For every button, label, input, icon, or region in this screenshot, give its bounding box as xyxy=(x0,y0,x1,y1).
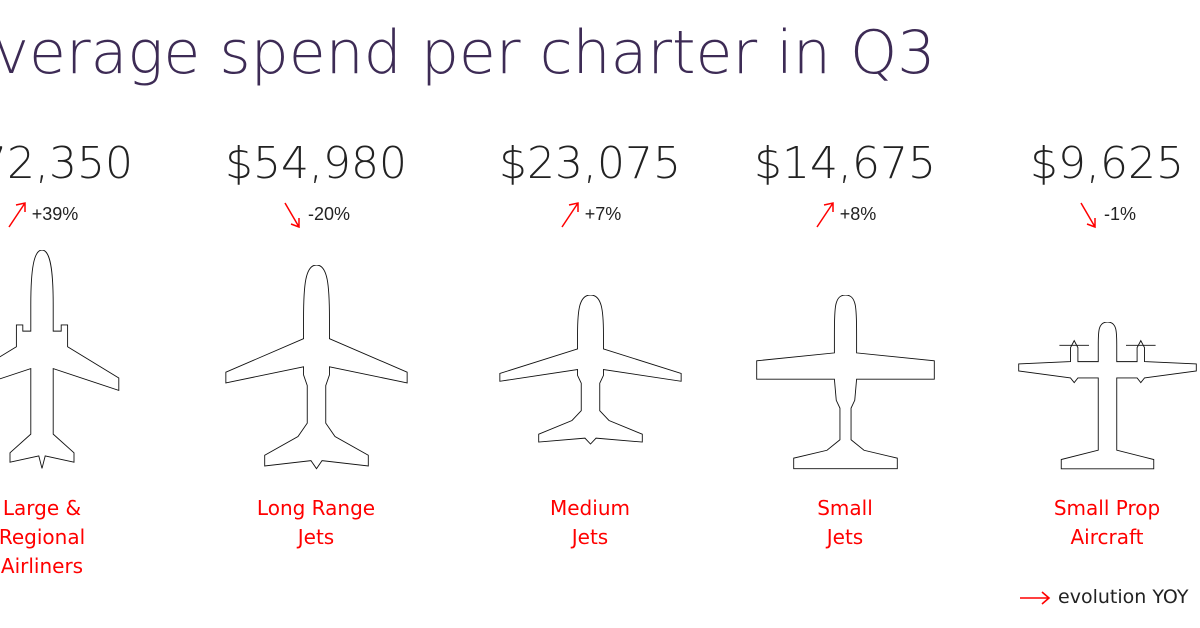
yoy-change-value: +39% xyxy=(31,203,79,224)
category-label-line: Medium xyxy=(550,496,630,520)
category-label: Long Range Jets xyxy=(186,494,446,552)
medium-jet-icon xyxy=(498,295,683,445)
category-label-line: Jets xyxy=(297,525,335,549)
arrow-down-right-icon xyxy=(284,202,300,229)
yoy-change: -1% xyxy=(977,200,1200,230)
airliner-icon xyxy=(0,250,122,470)
arrow-up-right-icon xyxy=(561,202,579,228)
legend: evolution YOY xyxy=(1018,586,1188,608)
long-range-jet-icon xyxy=(224,265,409,470)
category-column: $9,625 -1% Small Prop Aircraft xyxy=(977,0,1200,628)
category-label-line: Regional xyxy=(0,525,86,549)
average-spend-value: $9,625 xyxy=(1030,138,1184,189)
category-label-line: Aircraft xyxy=(1070,525,1144,549)
average-spend-value: $14,675 xyxy=(754,138,936,189)
category-label: Large & Regional Airliners xyxy=(0,494,172,581)
category-label-line: Airliners xyxy=(0,554,84,578)
small-jet-icon xyxy=(753,295,938,470)
category-label-line: Large & xyxy=(2,496,82,520)
yoy-change-value: +7% xyxy=(584,203,622,224)
category-label: Medium Jets xyxy=(460,494,720,552)
category-column: $72,350 +39% Large & Regional Airliners xyxy=(0,0,172,628)
arrow-up-right-icon xyxy=(816,202,834,228)
yoy-change: +39% xyxy=(0,200,172,230)
category-label: Small Jets xyxy=(715,494,975,552)
arrow-down-right-icon xyxy=(1080,202,1096,229)
category-label-line: Long Range xyxy=(256,496,376,520)
average-spend-value: $72,350 xyxy=(0,138,133,189)
prop-aircraft-icon xyxy=(1015,322,1200,470)
category-label-line: Small xyxy=(817,496,873,520)
yoy-change: +8% xyxy=(715,200,975,230)
category-column: $54,980 -20% Long Range Jets xyxy=(186,0,446,628)
yoy-change-value: -20% xyxy=(307,203,351,224)
page-title: Average spend per charter in Q3 xyxy=(0,18,936,88)
arrow-up-right-icon xyxy=(8,202,26,228)
category-column: $14,675 +8% Small Jets xyxy=(715,0,975,628)
category-label-line: Jets xyxy=(826,525,864,549)
category-label-line: Small Prop xyxy=(1053,496,1161,520)
average-spend-value: $23,075 xyxy=(499,138,681,189)
yoy-change: +7% xyxy=(460,200,720,230)
yoy-change-value: +8% xyxy=(839,203,877,224)
legend-label: evolution YOY xyxy=(1058,586,1189,608)
average-spend-value: $54,980 xyxy=(225,138,407,189)
category-label: Small Prop Aircraft xyxy=(977,494,1200,552)
category-label-line: Jets xyxy=(571,525,609,549)
yoy-change: -20% xyxy=(186,200,446,230)
yoy-change-value: -1% xyxy=(1103,203,1136,224)
arrow-right-icon xyxy=(1020,590,1051,605)
category-column: $23,075 +7% Medium Jets xyxy=(460,0,720,628)
